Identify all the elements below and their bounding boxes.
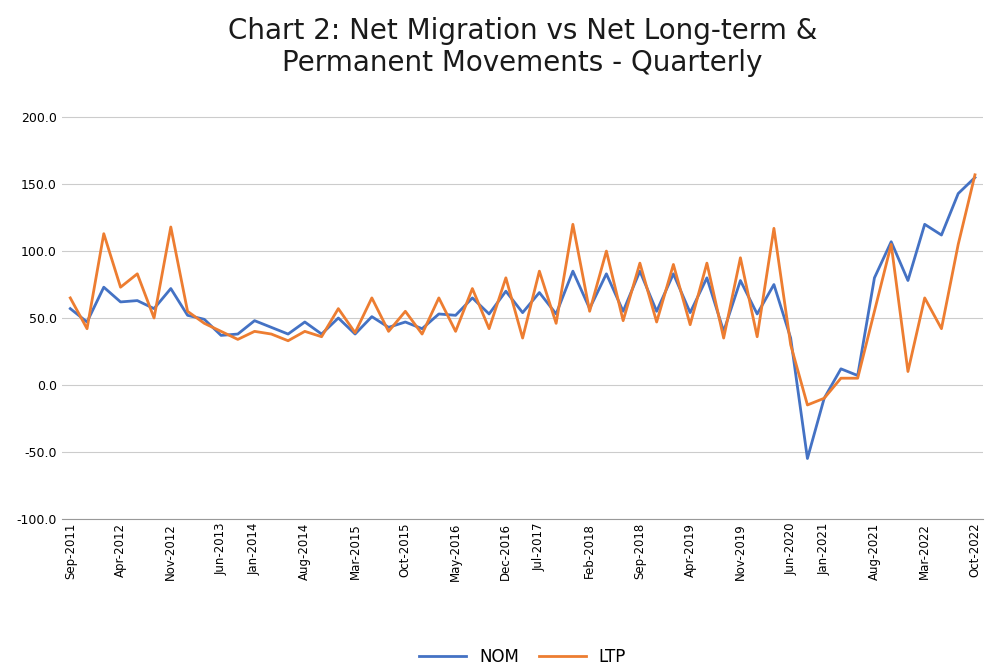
NOM bbox=[399, 318, 411, 326]
Line: NOM: NOM bbox=[70, 178, 975, 458]
NOM bbox=[801, 454, 813, 462]
LTP bbox=[399, 307, 411, 315]
LTP bbox=[885, 241, 897, 249]
NOM bbox=[64, 305, 76, 313]
NOM bbox=[952, 190, 964, 198]
LTP bbox=[952, 241, 964, 249]
LTP bbox=[969, 171, 981, 179]
NOM bbox=[885, 237, 897, 245]
NOM bbox=[282, 330, 294, 338]
LTP bbox=[64, 294, 76, 302]
LTP bbox=[282, 336, 294, 344]
Legend: NOM, LTP: NOM, LTP bbox=[412, 642, 633, 665]
NOM bbox=[232, 330, 244, 338]
LTP bbox=[801, 401, 813, 409]
NOM bbox=[969, 174, 981, 182]
Title: Chart 2: Net Migration vs Net Long-term &
Permanent Movements - Quarterly: Chart 2: Net Migration vs Net Long-term … bbox=[228, 17, 817, 77]
LTP bbox=[232, 335, 244, 343]
LTP bbox=[165, 223, 177, 231]
Line: LTP: LTP bbox=[70, 175, 975, 405]
NOM bbox=[165, 285, 177, 293]
